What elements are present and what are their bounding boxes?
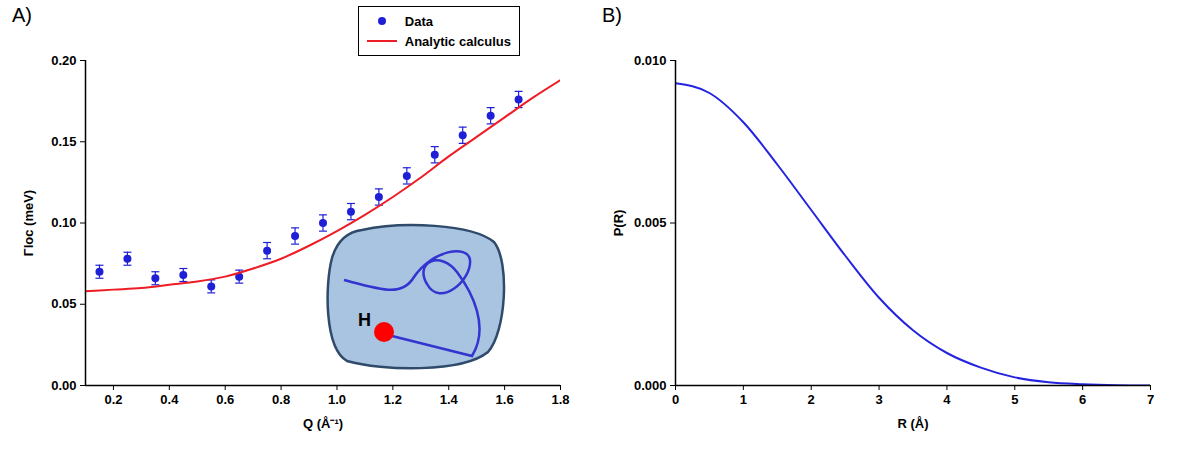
svg-text:0.15: 0.15 <box>51 134 76 149</box>
svg-text:0.6: 0.6 <box>216 392 234 407</box>
svg-text:Q (Å⁻¹): Q (Å⁻¹) <box>303 416 343 431</box>
svg-text:0.05: 0.05 <box>51 296 76 311</box>
svg-text:R (Å): R (Å) <box>897 416 928 431</box>
svg-text:1: 1 <box>740 392 747 407</box>
svg-text:4: 4 <box>943 392 951 407</box>
svg-text:0.10: 0.10 <box>51 215 76 230</box>
html-text:Analytic calculus: Analytic calculus <box>404 33 511 49</box>
svg-text:0.4: 0.4 <box>160 392 179 407</box>
svg-text:1.8: 1.8 <box>551 392 569 407</box>
svg-text:0.005: 0.005 <box>634 215 667 230</box>
svg-text:H: H <box>358 310 371 330</box>
svg-text:0.010: 0.010 <box>634 53 667 68</box>
svg-text:3: 3 <box>875 392 882 407</box>
html-text:B): B) <box>602 4 622 26</box>
svg-text:7: 7 <box>1147 392 1154 407</box>
svg-text:0.2: 0.2 <box>104 392 122 407</box>
svg-text:2: 2 <box>808 392 815 407</box>
svg-text:Γloc (meV): Γloc (meV) <box>21 190 36 256</box>
svg-text:0: 0 <box>672 392 679 407</box>
svg-text:1.0: 1.0 <box>328 392 346 407</box>
svg-text:0.000: 0.000 <box>634 378 667 393</box>
svg-text:0.20: 0.20 <box>51 53 76 68</box>
svg-text:1.4: 1.4 <box>440 392 459 407</box>
svg-text:0.8: 0.8 <box>272 392 290 407</box>
svg-text:5: 5 <box>1011 392 1018 407</box>
svg-text:1.6: 1.6 <box>496 392 514 407</box>
svg-text:6: 6 <box>1079 392 1086 407</box>
html-text:A): A) <box>12 4 32 26</box>
svg-text:0.00: 0.00 <box>51 378 76 393</box>
svg-text:P(R): P(R) <box>611 210 626 237</box>
svg-text:1.2: 1.2 <box>384 392 402 407</box>
html-text:Data: Data <box>404 13 433 29</box>
